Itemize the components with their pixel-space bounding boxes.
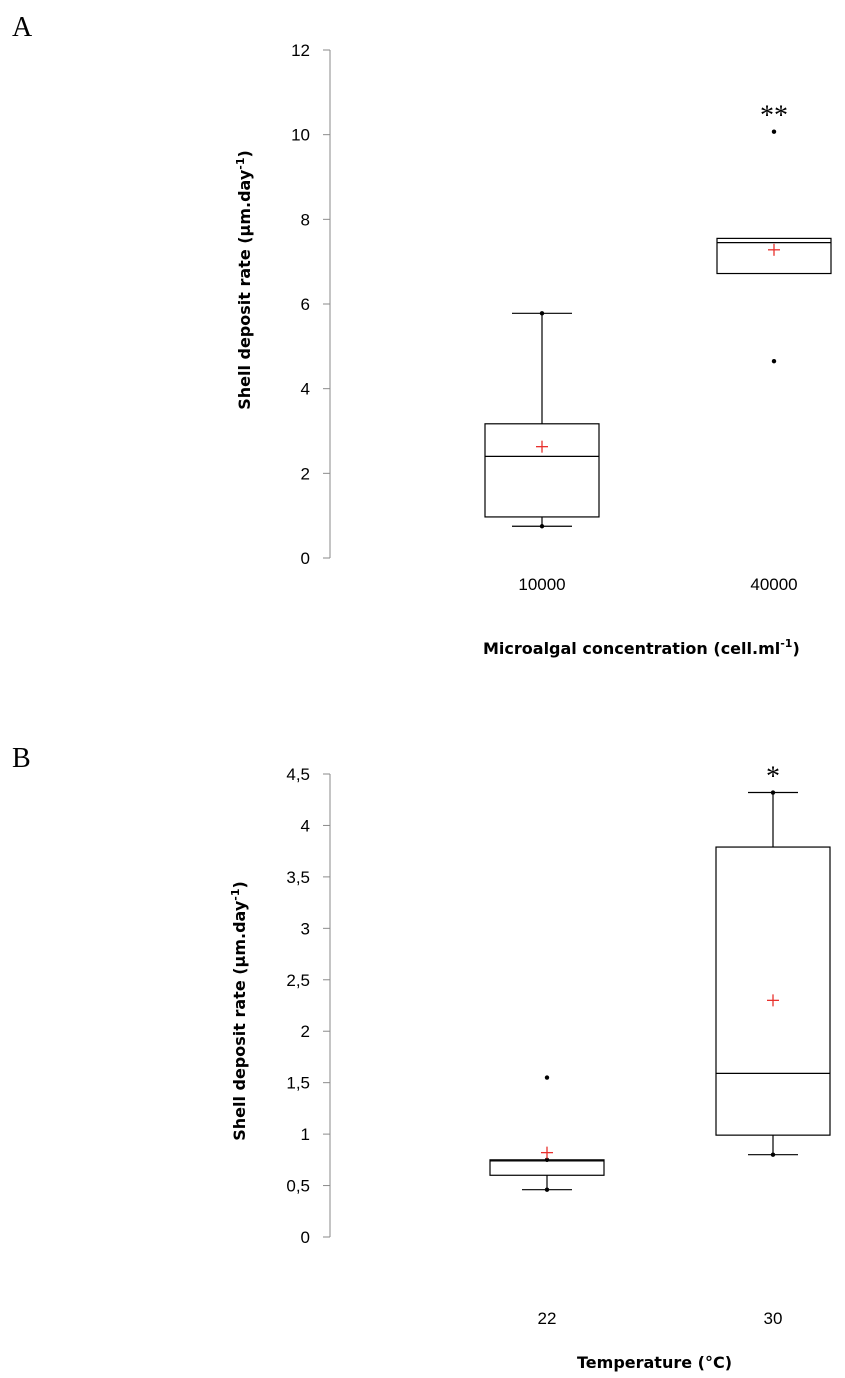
- panel-b-ylabel-end: ): [230, 881, 249, 888]
- panel-a-ylabel-main: Shell deposit rate (µm.day: [235, 169, 254, 410]
- panel-a-label: A: [12, 12, 33, 43]
- y-tick-label: 2: [301, 464, 310, 483]
- y-tick-label: 0: [301, 549, 310, 568]
- category-label: 10000: [518, 575, 565, 594]
- extreme-point: [539, 524, 545, 529]
- box-iqr: [489, 1159, 605, 1176]
- extreme-point: [770, 1152, 776, 1157]
- y-tick-label: 3,5: [286, 868, 310, 887]
- extreme-point: [771, 129, 777, 134]
- extreme-point: [770, 790, 776, 795]
- extreme-point: [544, 1157, 550, 1163]
- y-tick-label: 4,5: [286, 765, 310, 784]
- panel-a: A 0 2 4 6 8 10 12 ** 10000 40000 Shell deposit …: [12, 12, 832, 658]
- panel-b-y-ticks: 0 0,5 1 1,5 2 2,5 3 3,5 4 4,5: [286, 765, 330, 1247]
- panel-a-ylabel-sup: -1: [234, 158, 247, 170]
- panel-a-category-labels: 10000 40000: [518, 575, 797, 594]
- y-tick-label: 6: [301, 295, 310, 314]
- y-tick-label: 1: [301, 1125, 310, 1144]
- extreme-point: [544, 1075, 550, 1080]
- panel-a-y-axis-title: Shell deposit rate (µm.day-1): [234, 150, 254, 410]
- panel-a-xlabel-sup: -1: [780, 637, 792, 650]
- category-label: 30: [764, 1309, 783, 1328]
- box-40000: **: [716, 101, 832, 364]
- panel-a-xlabel-main: Microalgal concentration (cell.ml: [483, 639, 780, 658]
- panel-b: B 0 0,5 1 1,5 2 2,5 3 3,5 4 4,5 * 22 30 Shell depo…: [12, 743, 831, 1372]
- panel-b-category-labels: 22 30: [538, 1309, 783, 1328]
- y-tick-label: 2: [301, 1022, 310, 1041]
- box-iqr: [716, 237, 832, 275]
- significance-mark: **: [760, 101, 788, 132]
- panel-b-ylabel-sup: -1: [229, 889, 242, 901]
- y-tick-label: 0,5: [286, 1177, 310, 1196]
- panel-a-xlabel-end: ): [792, 639, 799, 658]
- panel-b-y-axis-title: Shell deposit rate (µm.day-1): [229, 881, 249, 1141]
- panel-b-label: B: [12, 743, 31, 774]
- y-tick-label: 8: [301, 210, 310, 229]
- panel-a-boxes: **: [484, 101, 832, 529]
- extreme-point: [544, 1187, 550, 1192]
- box-iqr: [484, 423, 600, 518]
- box-10000: [484, 311, 600, 529]
- panel-a-x-axis-title: Microalgal concentration (cell.ml-1): [483, 637, 800, 658]
- category-label: 40000: [750, 575, 797, 594]
- y-tick-label: 10: [291, 126, 310, 145]
- panel-b-boxes: *: [489, 762, 831, 1192]
- y-tick-label: 4: [301, 816, 310, 835]
- extreme-point: [771, 358, 777, 364]
- box-30: *: [715, 762, 831, 1157]
- y-tick-label: 2,5: [286, 971, 310, 990]
- y-tick-label: 0: [301, 1228, 310, 1247]
- category-label: 22: [538, 1309, 557, 1328]
- panel-b-ylabel-main: Shell deposit rate (µm.day: [230, 900, 249, 1141]
- y-tick-label: 3: [301, 919, 310, 938]
- extreme-point: [539, 311, 545, 316]
- y-tick-label: 1,5: [286, 1074, 310, 1093]
- significance-mark: *: [766, 762, 780, 793]
- y-tick-label: 4: [301, 380, 310, 399]
- box-22: [489, 1075, 605, 1192]
- panel-a-y-ticks: 0 2 4 6 8 10 12: [291, 41, 330, 568]
- panel-a-ylabel-end: ): [235, 150, 254, 157]
- y-tick-label: 12: [291, 41, 310, 60]
- box-iqr: [715, 846, 831, 1136]
- panel-b-x-axis-title: Temperature (°C): [577, 1353, 732, 1372]
